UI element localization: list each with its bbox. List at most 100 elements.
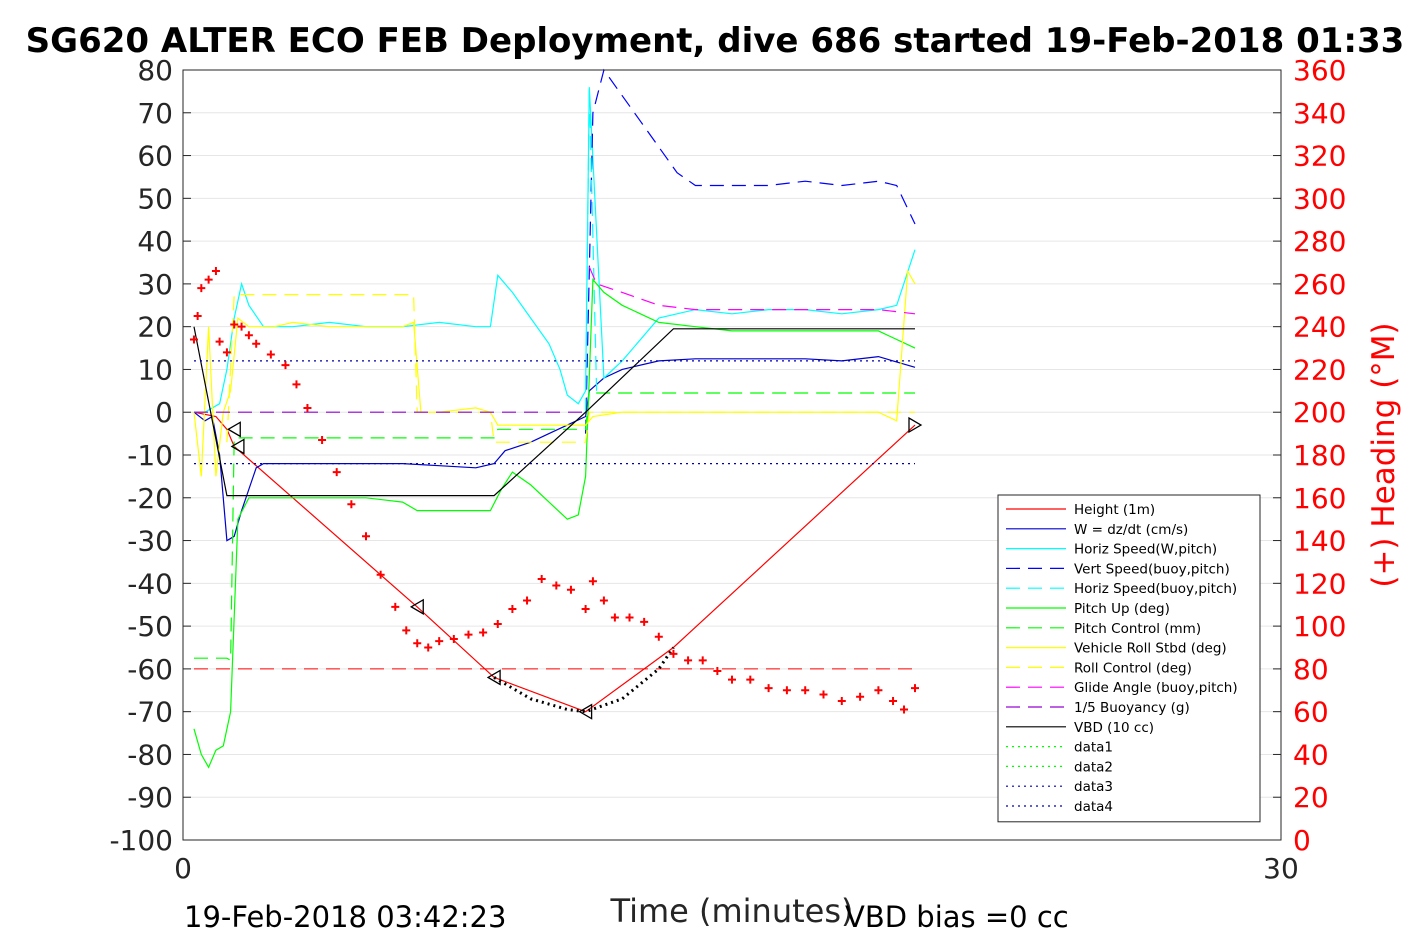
heading-point <box>211 267 220 276</box>
heading-point <box>402 626 411 635</box>
left-tick-label: -10 <box>127 439 173 472</box>
right-tick-label: 80 <box>1293 653 1329 686</box>
heading-point <box>782 686 791 695</box>
heading-point <box>746 675 755 684</box>
legend-label: VBD (10 cc) <box>1074 720 1154 736</box>
x-tick-label: 30 <box>1263 852 1299 885</box>
heading-point <box>435 637 444 646</box>
left-tick-label: -100 <box>109 824 173 857</box>
right-triangle-marker <box>908 416 923 434</box>
heading-point <box>244 331 253 340</box>
legend-label: data1 <box>1074 740 1113 756</box>
right-axis-label: (+) Heading (°M) <box>1366 322 1402 587</box>
series-line-0 <box>193 411 916 713</box>
right-tick-label: 60 <box>1293 696 1329 729</box>
left-tick-label: -20 <box>127 482 173 515</box>
legend-label: data4 <box>1074 799 1113 815</box>
legend-label: Height (1m) <box>1074 502 1155 518</box>
right-tick-label: 300 <box>1293 182 1346 215</box>
heading-point <box>230 320 239 329</box>
heading-point <box>189 335 198 344</box>
heading-point <box>347 500 356 509</box>
left-tick-label: 80 <box>137 54 173 87</box>
right-tick-label: 240 <box>1293 311 1346 344</box>
axis-ticks: 80706050403020100-10-20-30-40-50-60-70-8… <box>109 54 1346 885</box>
heading-point <box>215 337 224 346</box>
right-tick-label: 340 <box>1293 97 1346 130</box>
left-tick-label: -30 <box>127 525 173 558</box>
heading-point <box>889 696 898 705</box>
heading-point <box>449 634 458 643</box>
heading-point <box>552 581 561 590</box>
left-tick-label: 50 <box>137 182 173 215</box>
series-line-11 <box>193 326 915 497</box>
legend-box <box>997 494 1261 823</box>
heading-point <box>900 705 909 714</box>
heading-point <box>728 675 736 684</box>
left-tick-label: -40 <box>127 567 173 600</box>
heading-point <box>332 468 341 477</box>
heading-point <box>599 596 608 605</box>
heading-point <box>669 649 678 658</box>
right-tick-label: 40 <box>1293 738 1329 771</box>
heading-point <box>376 570 385 579</box>
legend-label: Glide Angle (buoy,pitch) <box>1074 680 1238 696</box>
left-tick-label: -80 <box>127 738 173 771</box>
series-line-3 <box>585 68 916 434</box>
heading-point <box>654 632 663 641</box>
right-tick-label: 120 <box>1293 567 1346 600</box>
left-tick-label: -70 <box>127 696 173 729</box>
right-tick-label: 0 <box>1293 824 1311 857</box>
x-axis-label: Time (minutes) <box>610 892 854 930</box>
legend-label: Pitch Up (deg) <box>1074 601 1170 617</box>
left-tick-label: 20 <box>137 311 173 344</box>
heading-point <box>588 577 597 586</box>
plot-area <box>189 68 923 769</box>
legend-label: Pitch Control (mm) <box>1074 621 1201 637</box>
legend-label: Roll Control (deg) <box>1074 660 1192 676</box>
left-triangle-marker <box>226 421 241 438</box>
right-tick-label: 220 <box>1293 353 1346 386</box>
heading-point <box>252 339 261 348</box>
heading-point <box>837 696 846 705</box>
left-tick-label: 40 <box>137 225 173 258</box>
heading-point <box>874 686 883 695</box>
heading-point <box>911 684 919 693</box>
left-tick-label: -90 <box>127 781 173 814</box>
series-line-9 <box>588 266 916 315</box>
heading-point <box>266 350 275 359</box>
heading-point <box>698 656 707 665</box>
heading-point <box>625 613 634 622</box>
heading-point <box>610 613 619 622</box>
heading-point <box>197 284 206 293</box>
left-tick-label: 60 <box>137 140 173 173</box>
right-tick-label: 320 <box>1293 140 1346 173</box>
right-tick-label: 200 <box>1293 396 1346 429</box>
x-tick-label: 0 <box>174 852 192 885</box>
heading-point <box>801 686 810 695</box>
heading-point <box>566 585 575 594</box>
vbd-bias-footer: VBD bias =0 cc <box>845 900 1069 934</box>
series-line-6 <box>194 392 915 662</box>
heading-point <box>303 403 312 412</box>
legend-label: W = dz/dt (cm/s) <box>1074 522 1188 538</box>
right-tick-label: 140 <box>1293 525 1346 558</box>
heading-point <box>222 348 231 357</box>
heading-point <box>193 311 202 320</box>
legend-label: Horiz Speed(W,pitch) <box>1074 542 1217 558</box>
legend-label: 1/5 Buoyancy (g) <box>1074 700 1190 716</box>
left-tick-label: -50 <box>127 610 173 643</box>
legend-label: Vehicle Roll Stbd (deg) <box>1074 641 1227 657</box>
left-triangle-marker <box>578 703 593 720</box>
heading-point <box>281 361 290 370</box>
legend-label: Horiz Speed(buoy,pitch) <box>1074 581 1237 597</box>
right-tick-label: 100 <box>1293 610 1346 643</box>
right-tick-label: 180 <box>1293 439 1346 472</box>
right-tick-label: 360 <box>1293 54 1346 87</box>
legend-label: Vert Speed(buoy,pitch) <box>1074 561 1230 577</box>
left-triangle-marker <box>409 598 424 615</box>
left-triangle-marker <box>230 438 245 455</box>
heading-point <box>493 619 502 628</box>
heading-point <box>479 628 488 637</box>
heading-point <box>424 643 433 652</box>
